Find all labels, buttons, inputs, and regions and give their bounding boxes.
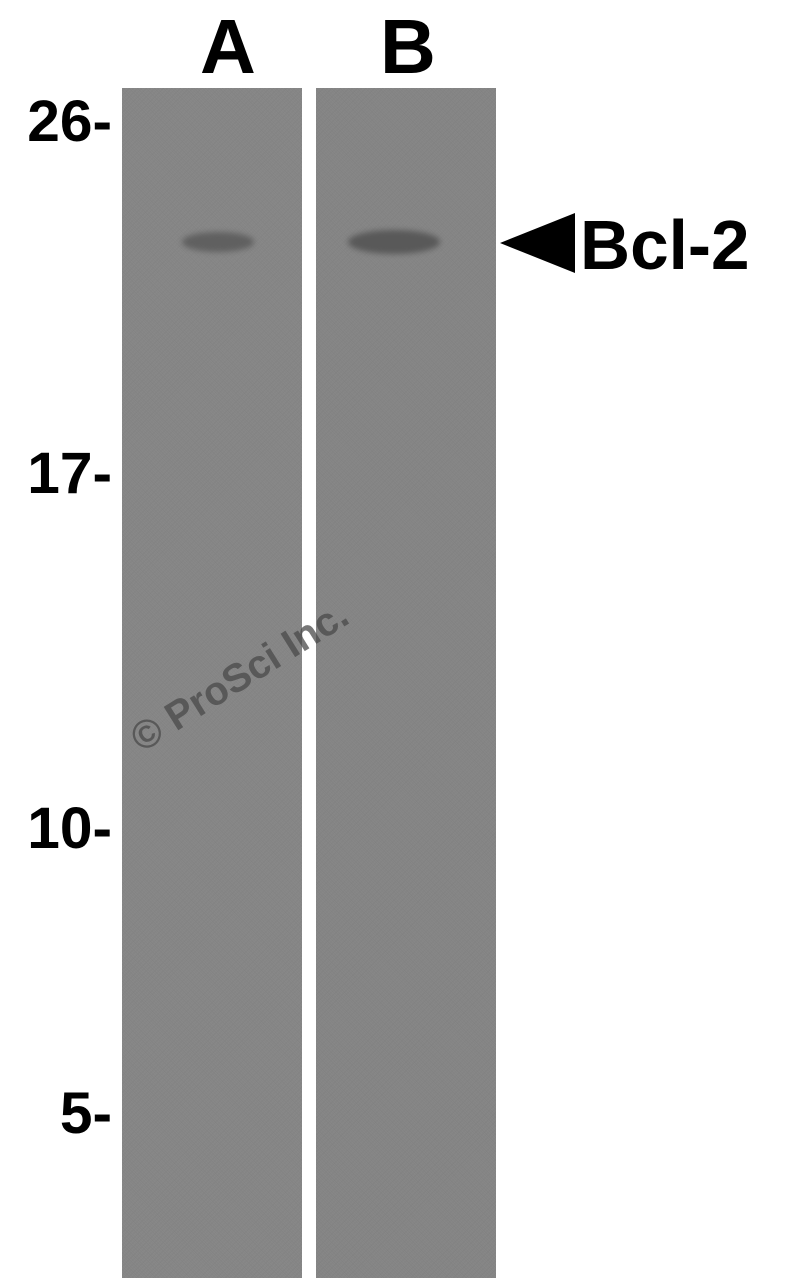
lane-label-a: A [200,3,256,92]
band-lane-a [182,232,254,252]
mw-marker-10: 10- [27,795,112,862]
mw-marker-17: 17- [27,440,112,507]
blot-figure: A B 26- 17- 10- 5- Bcl-2 © ProSci Inc. [0,0,806,1280]
mw-marker-5: 5- [60,1080,112,1147]
band-lane-b [348,230,440,254]
mw-marker-26: 26- [27,88,112,155]
target-label: Bcl-2 [580,205,750,285]
lane-b [316,88,496,1278]
lane-gap [302,88,316,1278]
lane-label-b: B [380,3,436,92]
target-arrow-icon [500,213,575,273]
